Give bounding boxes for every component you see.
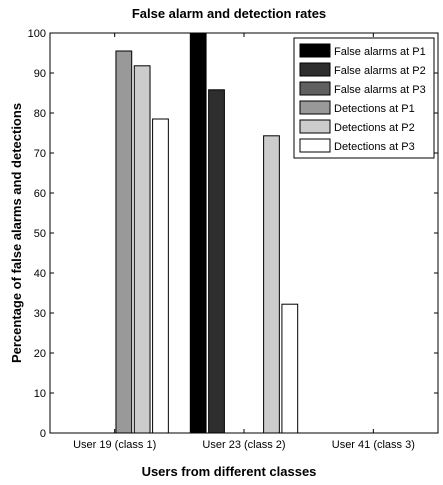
bar: [189, 32, 207, 434]
y-tick-label: 40: [34, 268, 46, 280]
legend-label: False alarms at P2: [334, 65, 426, 77]
legend-box: [293, 37, 435, 159]
x-tick-label: User 19 (class 1): [73, 439, 156, 451]
y-axis: 0 10 20 30 40 50 60 70 80 90 100: [28, 28, 438, 440]
bar: [133, 65, 151, 434]
bar: [208, 89, 225, 434]
legend-label: Detections at P1: [334, 103, 415, 115]
legend-swatch: [299, 100, 331, 115]
bar: [263, 135, 280, 434]
legend-label: False alarms at P1: [334, 46, 426, 58]
y-tick-label: 70: [34, 148, 46, 160]
x-tick-label: User 41 (class 3): [332, 439, 415, 451]
legend-label: Detections at P2: [334, 122, 415, 134]
y-axis-label: Percentage of false alarms and detection…: [9, 103, 24, 363]
y-tick-label: 90: [34, 68, 46, 80]
legend-label: False alarms at P3: [334, 84, 426, 96]
y-tick-label: 20: [34, 348, 46, 360]
y-tick-label: 10: [34, 388, 46, 400]
legend-swatch: [299, 81, 331, 96]
chart-title: False alarm and detection rates: [132, 6, 326, 21]
bar: [152, 118, 169, 434]
bar: [281, 303, 299, 434]
y-tick-label: 30: [34, 308, 46, 320]
y-tick-label: 0: [40, 428, 46, 440]
legend-swatch: [299, 62, 331, 77]
bar: [115, 50, 133, 434]
legend: False alarms at P1 False alarms at P2 Fals…: [293, 37, 435, 159]
y-tick-label: 100: [28, 28, 46, 40]
legend-label: Detections at P3: [334, 141, 415, 153]
legend-swatch: [299, 138, 331, 153]
y-tick-label: 80: [34, 108, 46, 120]
y-tick-label: 50: [34, 228, 46, 240]
x-axis-label: Users from different classes: [142, 464, 317, 479]
legend-swatch: [299, 119, 331, 134]
x-axis: User 19 (class 1) User 23 (class 2) User 4…: [73, 33, 415, 451]
y-tick-label: 60: [34, 188, 46, 200]
legend-swatch: [299, 43, 331, 58]
bars: [115, 32, 299, 434]
x-tick-label: User 23 (class 2): [202, 439, 285, 451]
